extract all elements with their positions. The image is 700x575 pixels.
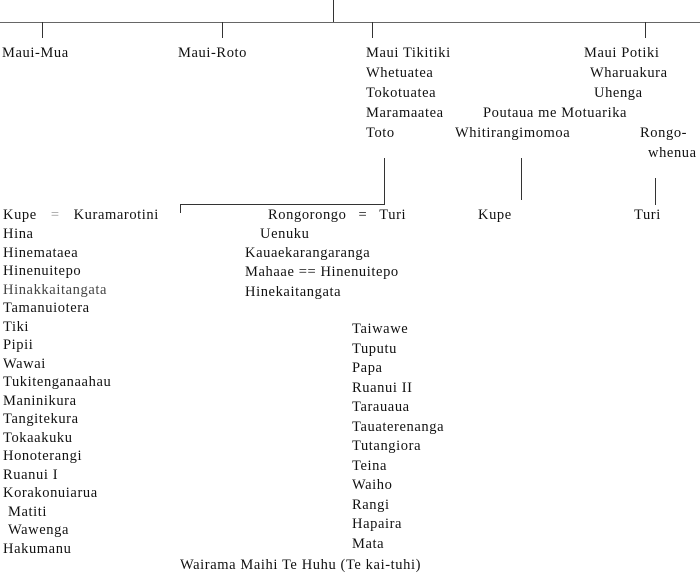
name: Wawai: [3, 355, 46, 372]
name: Wawenga: [8, 522, 70, 538]
name: Tokaakuku: [3, 429, 73, 446]
marriage-kupe-kuramarotini: Kupe = Kuramarotini: [3, 206, 159, 224]
signature-line: Wairama Maihi Te Huhu (Te kai-tuhi): [180, 557, 422, 573]
tree-line: [333, 0, 334, 22]
name: Uenuku: [260, 226, 310, 242]
marriage-sign: =: [358, 207, 368, 223]
name: Tamanuiotera: [3, 300, 90, 316]
name: Mahaae == Hinenuitepo: [245, 264, 399, 280]
name: Taiwawe: [352, 321, 409, 337]
name: Whitirangimomoa: [455, 125, 571, 141]
name: Waiho: [352, 477, 393, 493]
tree-line: [384, 158, 385, 205]
name-kuramarotini: Kuramarotini: [73, 207, 159, 223]
marriage-rongorongo-turi: Rongorongo = Turi: [268, 206, 406, 224]
name: Hinakkaitangata: [3, 281, 108, 298]
tree-line: [180, 204, 181, 213]
name: Hinenuitepo: [3, 263, 82, 279]
tree-line: [0, 22, 700, 23]
name-turi: Turi: [634, 207, 661, 223]
name: Tarauaua: [352, 399, 410, 415]
name: Whetuatea: [366, 65, 434, 81]
name: Hinekaitangata: [245, 284, 342, 300]
name: Hakumanu: [3, 540, 72, 557]
name: Maramaatea: [366, 105, 444, 121]
name: Hapaira: [352, 516, 403, 532]
name: Papa: [352, 360, 383, 376]
name: Maninikura: [3, 392, 77, 409]
name: Mata: [352, 535, 385, 552]
tree-line: [222, 22, 223, 38]
name: Teina: [352, 457, 387, 474]
right-lineage: Taiwawe Tuputu Papa Ruanui II Tarauaua T…: [352, 320, 444, 554]
name-maui-tikitiki: Maui Tikitiki: [366, 45, 451, 61]
name: Hina: [3, 226, 34, 242]
name-maui-potiki: Maui Potiki: [584, 45, 660, 61]
name: Tangitekura: [3, 411, 79, 427]
name: Toto: [366, 125, 395, 141]
tree-line: [645, 22, 646, 38]
tree-line: [42, 22, 43, 38]
name: Rangi: [352, 496, 390, 513]
name: Rongo-: [640, 125, 688, 141]
name: Pipii: [3, 337, 34, 353]
name-maui-roto: Maui-Roto: [178, 45, 248, 61]
name: Tokotuatea: [366, 85, 437, 101]
name: Tutangiora: [352, 438, 422, 454]
name-rongorongo: Rongorongo: [268, 207, 347, 223]
name: Tuputu: [352, 340, 397, 357]
name-turi: Turi: [379, 207, 407, 223]
name: whenua: [648, 145, 697, 161]
name: Uhenga: [594, 85, 643, 101]
name: Honoterangi: [3, 448, 83, 464]
name: Ruanui II: [352, 379, 413, 396]
name: Tukitenganaahau: [3, 374, 112, 390]
tree-line: [372, 22, 373, 38]
name-maui-mua: Maui-Mua: [2, 45, 69, 61]
name-kupe: Kupe: [478, 207, 512, 223]
tree-line: [655, 178, 656, 205]
name: Hinemataea: [3, 244, 79, 261]
name: Tauaterenanga: [352, 418, 445, 435]
tree-line: [521, 158, 522, 200]
name: Kauaekarangaranga: [245, 245, 371, 261]
name: Tiki: [3, 318, 30, 335]
left-lineage: Hina Hinemataea Hinenuitepo Hinakkaitang…: [3, 225, 111, 558]
name: Poutaua me Motuarika: [483, 105, 628, 121]
name: Matiti: [8, 503, 48, 520]
name-kupe: Kupe: [3, 207, 37, 223]
marriage-sign: =: [50, 207, 60, 223]
name: Korakonuiarua: [3, 485, 98, 501]
name: Ruanui I: [3, 466, 59, 483]
name: Wharuakura: [590, 65, 668, 81]
tree-line: [180, 204, 385, 205]
